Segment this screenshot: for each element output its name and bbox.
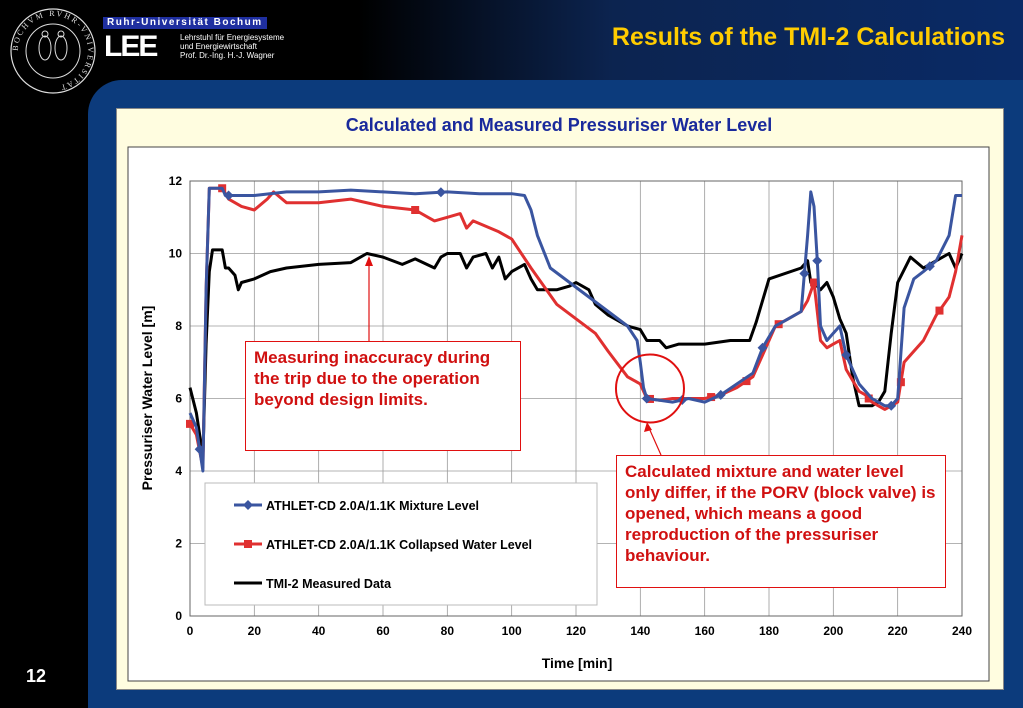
series-marker	[411, 206, 420, 214]
x-tick-label: 100	[502, 624, 522, 638]
series-marker	[435, 187, 446, 198]
x-axis-label: Time [min]	[542, 655, 613, 671]
legend-label: ATHLET-CD 2.0A/1.1K Collapsed Water Leve…	[266, 538, 532, 552]
y-tick-label: 4	[175, 464, 182, 478]
x-tick-label: 180	[759, 624, 779, 638]
axes: 0 20 40 60 80 100 120 140 160 180 200 220 240 0 2 4 6 8 10…	[169, 174, 973, 638]
series-marker	[841, 350, 852, 360]
x-tick-label: 0	[187, 624, 194, 638]
x-tick-label: 120	[566, 624, 586, 638]
x-tick-label: 240	[952, 624, 972, 638]
legend-marker	[244, 540, 252, 548]
legend-box	[204, 482, 598, 606]
series-marker	[757, 342, 768, 353]
legend-marker	[243, 500, 253, 510]
header-band	[0, 0, 1023, 80]
y-tick-label: 0	[175, 609, 182, 623]
callout-arrow-left	[365, 256, 373, 266]
series-marker	[194, 444, 205, 455]
slide-title: Results of the TMI-2 Calculations	[611, 23, 1005, 51]
y-tick-label: 8	[175, 319, 182, 333]
series-line	[188, 248, 964, 458]
chart-title: Calculated and Measured Pressuriser Wate…	[345, 115, 773, 135]
y-tick-label: 12	[169, 174, 183, 188]
y-tick-label: 6	[175, 392, 182, 406]
x-tick-label: 40	[312, 624, 326, 638]
y-tick-label: 2	[175, 537, 182, 551]
series-marker	[707, 393, 716, 402]
y-tick-label: 10	[169, 247, 183, 261]
series-marker	[186, 419, 194, 428]
series-marker	[896, 378, 905, 387]
series-marker	[886, 400, 897, 411]
university-name: Ruhr-Universität Bochum	[103, 17, 267, 29]
series-marker	[641, 393, 652, 404]
x-tick-label: 160	[695, 624, 715, 638]
institute-line-1: Lehrstuhl für Energiesysteme	[180, 33, 285, 42]
callout-porv-note: Calculated mixture and water level only …	[616, 455, 946, 588]
series-marker	[812, 255, 823, 266]
x-tick-label: 20	[248, 624, 262, 638]
callout-pointer-right	[648, 427, 662, 456]
series-marker	[924, 261, 935, 272]
series-marker	[810, 278, 819, 287]
series-marker	[864, 394, 873, 403]
annotations	[365, 256, 685, 456]
series-marker	[799, 268, 810, 279]
series-marker	[935, 306, 944, 315]
legend-label: ATHLET-CD 2.0A/1.1K Mixture Level	[266, 499, 479, 513]
series-2	[188, 248, 964, 458]
x-tick-label: 140	[630, 624, 650, 638]
plot-area	[189, 180, 963, 617]
series-marker	[715, 389, 726, 400]
series-layer	[186, 184, 964, 473]
institute-line-3: Prof. Dr.-Ing. H.-J. Wagner	[180, 51, 275, 60]
series-0	[188, 186, 962, 473]
left-strip	[0, 80, 90, 708]
page-number: 12	[26, 666, 47, 686]
series-marker	[223, 190, 234, 201]
legend: ATHLET-CD 2.0A/1.1K Mixture Level ATHLET-…	[204, 482, 598, 606]
x-tick-label: 220	[888, 624, 908, 638]
x-tick-label: 80	[441, 624, 455, 638]
institute-logo: LEE	[104, 30, 158, 63]
legend-label: TMI-2 Measured Data	[266, 577, 392, 591]
university-seal-icon: BOCHVM RVHR-VNIVERSITAT	[10, 8, 96, 94]
x-tick-label: 60	[376, 624, 390, 638]
highlight-circle	[614, 353, 685, 424]
institute-line-2: und Energiewirtschaft	[180, 42, 257, 51]
callout-measuring-inaccuracy: Measuring inaccuracy during the trip due…	[245, 341, 521, 451]
y-axis-label: Pressuriser Water Level [m]	[139, 306, 155, 491]
callout-arrow-right	[644, 422, 652, 432]
series-marker	[742, 377, 751, 386]
x-tick-label: 200	[823, 624, 843, 638]
